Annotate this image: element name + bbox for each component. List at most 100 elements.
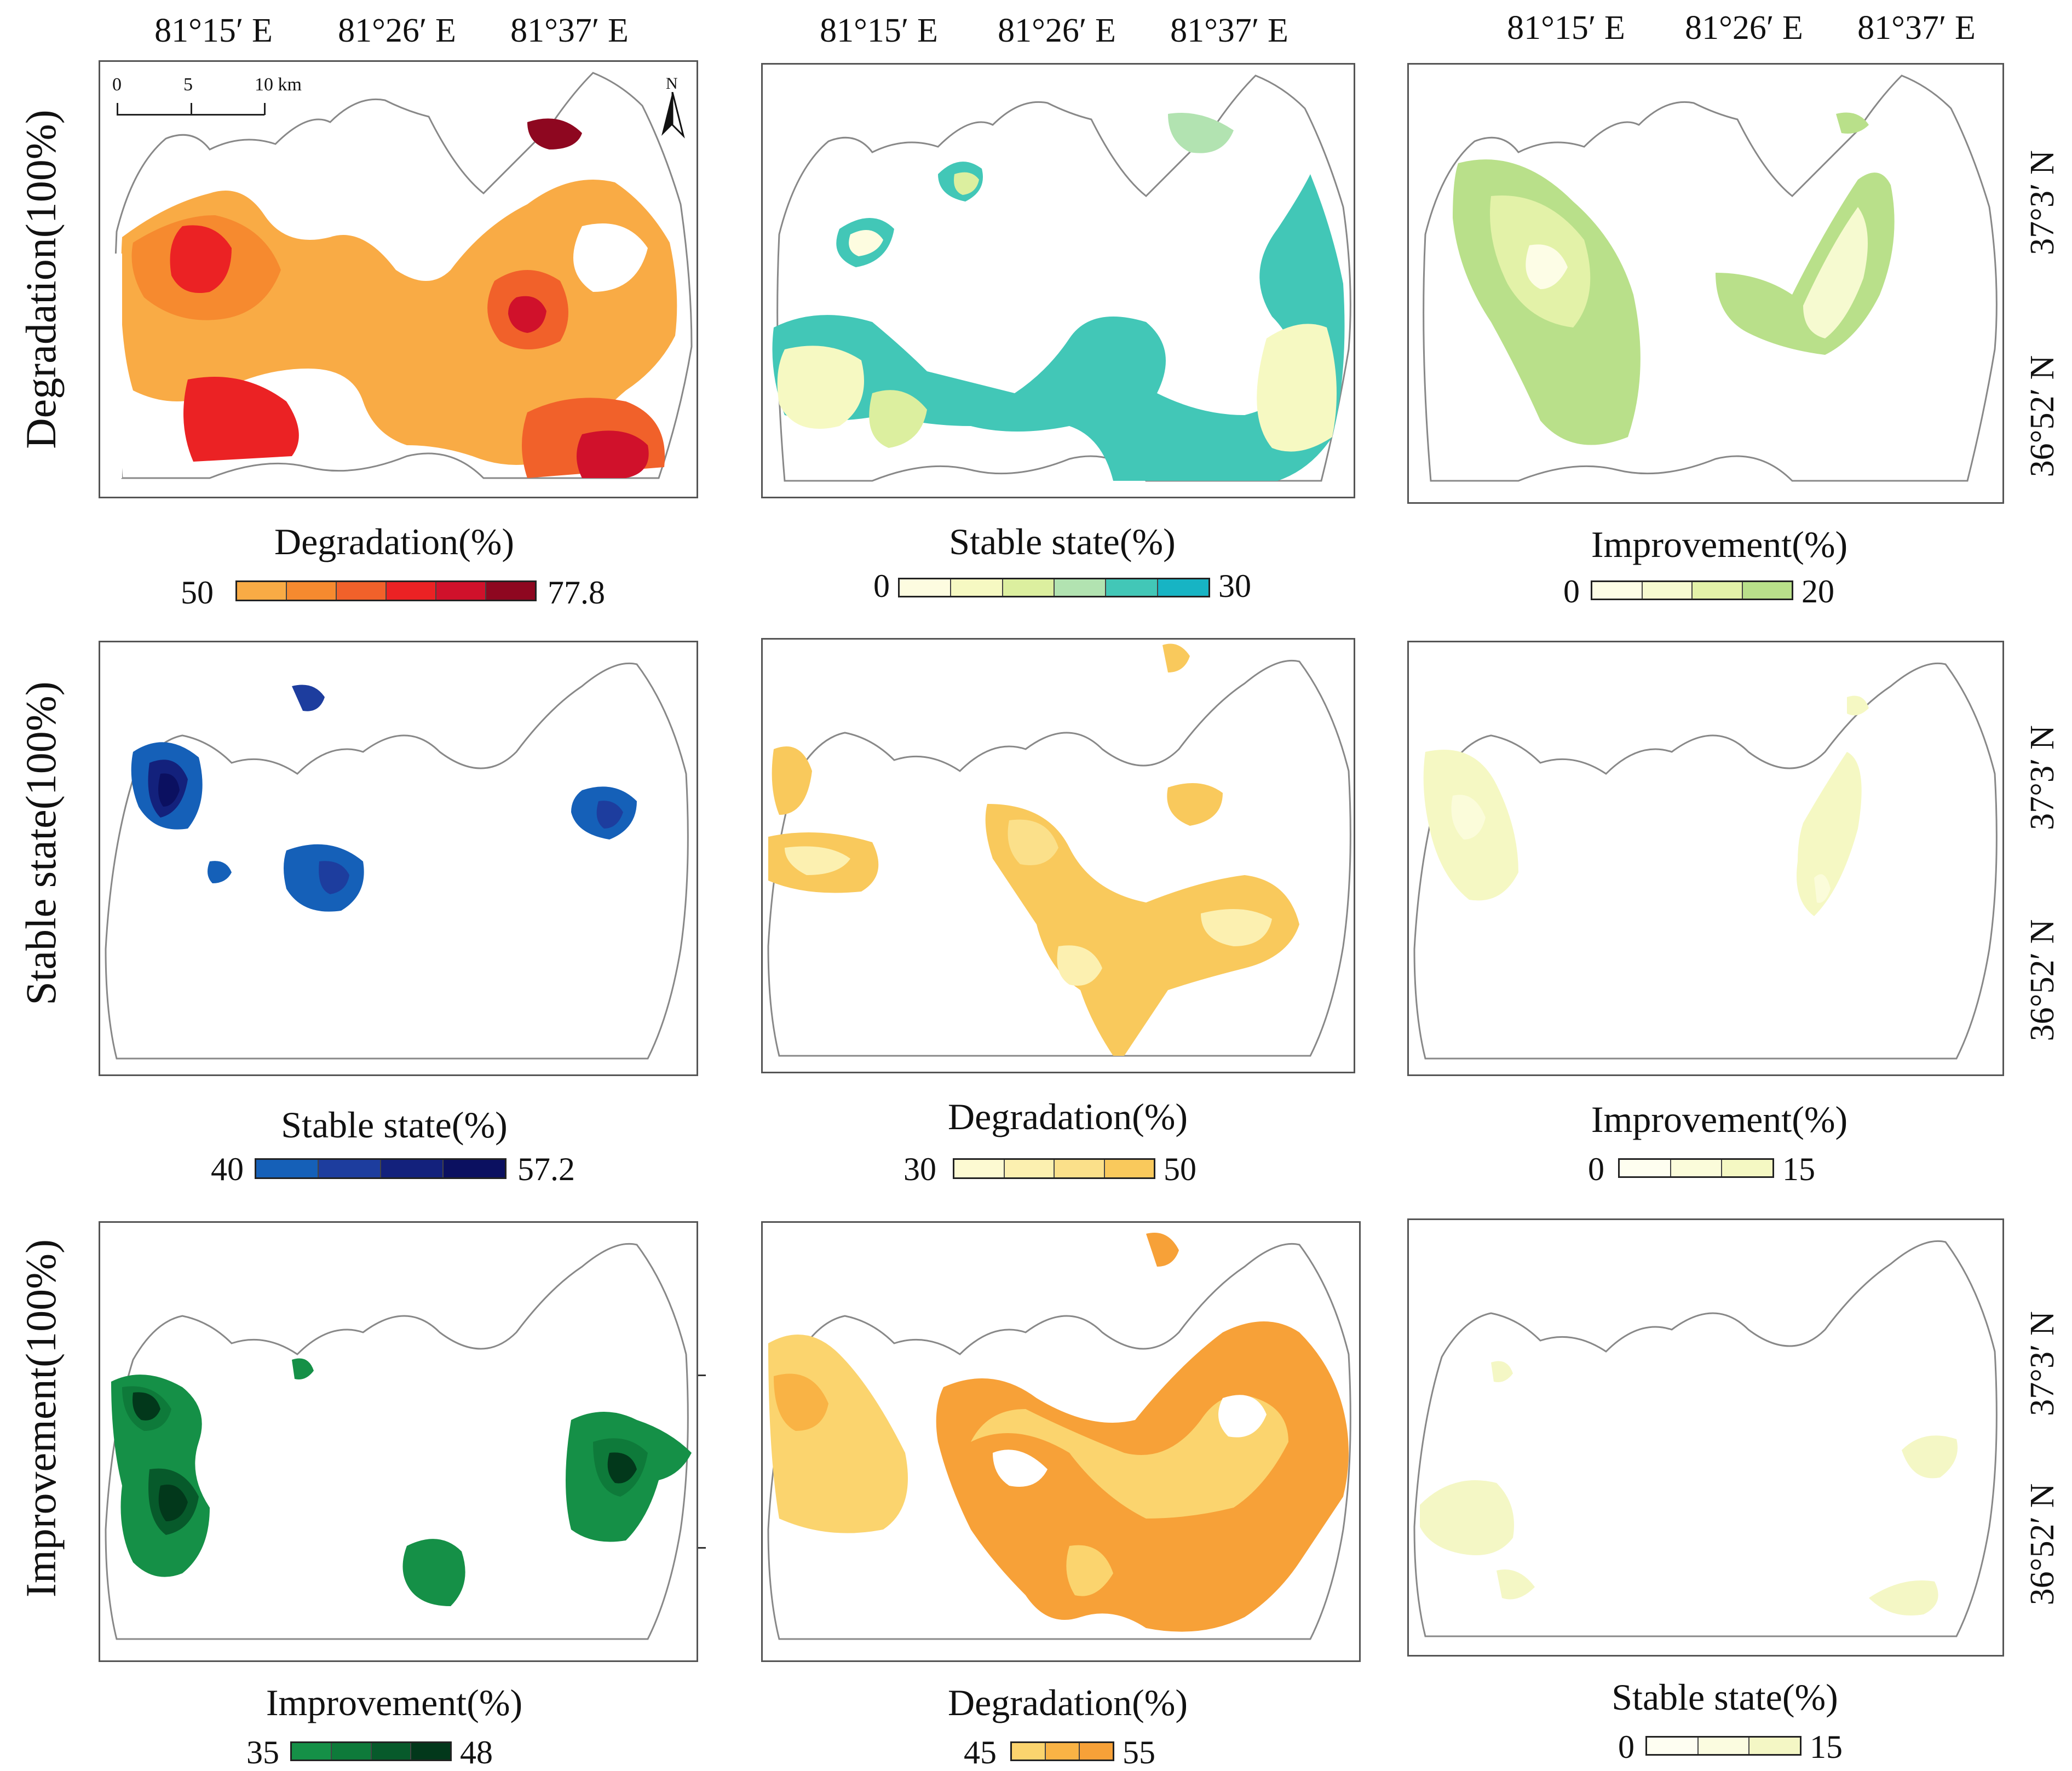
legend-swatch (411, 1743, 450, 1760)
region-boundary (105, 1243, 689, 1640)
scale-bar: 0 5 10 km (112, 74, 302, 136)
axis-tick (698, 1547, 706, 1549)
zone-45-50 (596, 801, 623, 829)
zone-0-5 (849, 230, 883, 256)
legend-swatch (1742, 582, 1792, 599)
map-canvas (767, 1233, 1351, 1640)
zone-5-10 (1257, 324, 1337, 452)
latitude-label: 37°3′ N (2024, 1311, 2061, 1416)
legend-swatch (1003, 579, 1055, 596)
zone-10-15 (1497, 1569, 1535, 1600)
region-boundary (767, 1243, 1351, 1640)
legend-colorbar (1645, 1736, 1802, 1756)
legend-min: 40 (211, 1151, 244, 1187)
region-boundary (776, 74, 1351, 482)
legend-swatch (900, 579, 952, 596)
latitude-label: 37°3′ N (2024, 150, 2061, 255)
map-canvas (1413, 1240, 1998, 1637)
legend-swatch (1620, 1160, 1671, 1176)
zone-10-15 (1420, 1480, 1514, 1555)
zone-45-50 (292, 685, 325, 711)
zone-10-15 (869, 390, 927, 448)
legend-swatch (1158, 579, 1208, 596)
region-boundary (1413, 662, 1998, 1060)
zone-45-50 (1066, 1545, 1113, 1596)
legend-swatch (1046, 1743, 1080, 1760)
zone-below-45 (1218, 1395, 1267, 1438)
north-label: N (666, 74, 678, 93)
zone-10-15 (1847, 695, 1869, 716)
row-title-degradation: Degradation(100%) (17, 110, 65, 449)
legend-title: Improvement(%) (1591, 524, 1848, 565)
legend-title: Improvement(%) (266, 1682, 523, 1723)
zone-70-75 (577, 430, 649, 478)
longitude-label: 81°15′ E (820, 12, 938, 49)
zone-5-10 (777, 346, 864, 429)
zone-5-10 (1814, 874, 1831, 903)
zone-below-50 (573, 223, 648, 292)
legend-swatch (1054, 579, 1107, 596)
map-panel-degradation-improvement (1407, 63, 2004, 504)
legend-colorbar (1010, 1741, 1114, 1761)
region-boundary (767, 659, 1351, 1057)
zone-0-5 (1526, 244, 1568, 289)
legend-max: 48 (460, 1734, 493, 1770)
longitude-label: 81°37′ E (510, 12, 629, 49)
zone-35-40 (1201, 909, 1272, 946)
legend-title: Stable state(%) (949, 521, 1176, 562)
map-panel-degradation-stable (761, 63, 1355, 498)
longitude-label: 81°37′ E (1170, 12, 1288, 49)
legend-swatch (436, 582, 486, 600)
map-panel-stable-degradation (761, 638, 1355, 1073)
legend-swatch (331, 1743, 372, 1760)
scale-tick-label: 5 (183, 74, 193, 95)
zone-35-40 (402, 1539, 465, 1606)
legend-colorbar (898, 578, 1210, 597)
legend-swatch (319, 1160, 381, 1177)
zone-65-70 (183, 377, 299, 462)
outside-area (101, 254, 122, 478)
latitude-label: 36°52′ N (2024, 919, 2061, 1042)
legend-swatch (1647, 1738, 1699, 1754)
zone-44-48 (158, 1485, 188, 1521)
zone-44-48 (607, 1452, 637, 1484)
legend-swatch (1642, 582, 1693, 599)
legend-colorbar (235, 580, 537, 601)
zone-40-45 (208, 861, 232, 883)
legend-swatch (1671, 1160, 1723, 1176)
longitude-label: 81°26′ E (1685, 9, 1803, 47)
legend-max: 57.2 (517, 1151, 575, 1187)
zone-10-15 (954, 172, 979, 195)
map-panel-degradation-degradation: 0 5 10 km N (99, 60, 698, 498)
region-boundary (105, 662, 689, 1060)
map-canvas (1413, 662, 1998, 1060)
legend-swatch (1722, 1160, 1773, 1176)
legend-min: 30 (903, 1151, 936, 1187)
region-boundary (114, 72, 693, 479)
legend-swatch (1698, 1738, 1750, 1754)
legend-swatch (387, 582, 436, 600)
map-panel-improvement-improvement (99, 1221, 698, 1662)
legend-swatch (954, 1160, 1005, 1177)
legend-swatch (1106, 579, 1158, 596)
zone-below-45 (993, 1450, 1047, 1487)
legend-swatch (1055, 1160, 1105, 1177)
zone-10-15 (1797, 752, 1862, 916)
legend-max: 77.8 (548, 574, 605, 611)
zone-10-15 (1902, 1435, 1958, 1479)
map-canvas (105, 1243, 692, 1640)
zone-5-10 (1803, 207, 1868, 338)
legend-max: 55 (1123, 1734, 1155, 1770)
map-panel-stable-improvement (1407, 641, 2004, 1076)
zone-35-40 (292, 1358, 314, 1379)
legend-min: 50 (181, 574, 214, 611)
map-canvas (767, 643, 1351, 1057)
legend-min: 35 (246, 1734, 279, 1770)
legend-swatch (292, 1743, 332, 1760)
zone-5-10 (1451, 795, 1486, 840)
row-title-stable: Stable state(100%) (17, 681, 65, 1005)
latitude-label: 36°52′ N (2024, 355, 2061, 478)
north-arrow-icon (661, 92, 685, 139)
legend-swatch (1592, 582, 1643, 599)
map-canvas (105, 662, 689, 1060)
